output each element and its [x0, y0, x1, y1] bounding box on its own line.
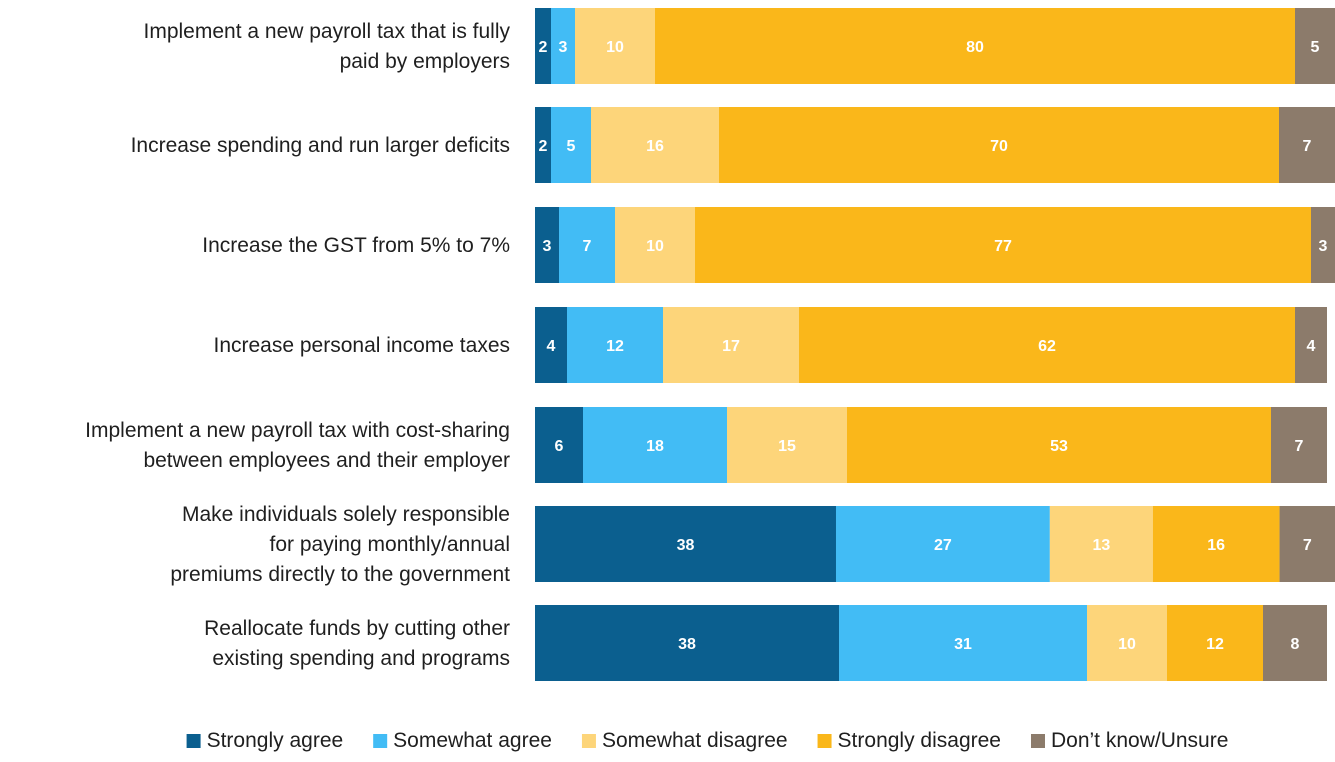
legend-item: Somewhat disagree: [581, 729, 788, 752]
data-label: 3: [543, 238, 552, 255]
data-label: 7: [1303, 138, 1312, 155]
category-label: Increase the GST from 5% to 7%: [202, 234, 510, 257]
bar-segment: [567, 307, 663, 383]
bar-segment: [535, 307, 567, 383]
data-label: 15: [778, 438, 796, 455]
category-label: Make individuals solely responsible for p…: [170, 503, 510, 586]
data-label: 3: [1319, 238, 1328, 255]
data-label: 70: [990, 138, 1008, 155]
bar-segment: [583, 407, 727, 483]
bar-segment: [1311, 207, 1335, 283]
data-label: 3: [559, 39, 568, 56]
legend-item: Strongly disagree: [817, 729, 1001, 752]
legend-swatch: [373, 734, 388, 748]
bar-segment: [1049, 506, 1153, 582]
data-label: 80: [966, 39, 984, 56]
data-label: 4: [1307, 338, 1316, 355]
data-label: 10: [646, 238, 664, 255]
category-label: Implement a new payroll tax that is full…: [144, 20, 511, 73]
data-label: 18: [646, 438, 664, 455]
bar-segment: [1087, 605, 1167, 681]
data-label: 5: [1311, 39, 1320, 56]
bar-segment: [559, 207, 615, 283]
legend-swatch: [1030, 734, 1045, 748]
bar-segment: [535, 605, 839, 681]
data-label: 7: [583, 238, 592, 255]
data-label: 27: [934, 537, 952, 554]
data-label: 16: [646, 138, 664, 155]
bar-segment: [535, 506, 836, 582]
data-label: 38: [678, 636, 696, 653]
bar-segment: [1167, 605, 1263, 681]
bar-segment: [655, 8, 1295, 84]
data-label: 17: [722, 338, 740, 355]
bar-segment: [551, 8, 575, 84]
data-label: 8: [1291, 636, 1300, 653]
data-label: 2: [539, 39, 548, 56]
bar-segment: [551, 107, 591, 183]
data-label: 13: [1092, 537, 1110, 554]
legend-item: Somewhat agree: [373, 729, 552, 752]
bar-segment: [1279, 107, 1335, 183]
legend-label: Strongly agree: [207, 729, 344, 752]
bar-segment: [615, 207, 695, 283]
legend-swatch: [581, 734, 596, 748]
data-label: 5: [567, 138, 576, 155]
bar-segment: [535, 107, 551, 183]
bar-segment: [1295, 8, 1335, 84]
data-label: 38: [677, 537, 695, 554]
data-label: 6: [555, 438, 564, 455]
bar-segment: [575, 8, 655, 84]
data-label: 7: [1295, 438, 1304, 455]
legend-item: Don’t know/Unsure: [1030, 729, 1228, 752]
data-label: 7: [1303, 537, 1312, 554]
legend: Strongly agree Somewhat agree Somewhat dis…: [186, 729, 1228, 752]
legend-label: Somewhat disagree: [602, 729, 788, 752]
legend-swatch: [186, 734, 201, 748]
data-label: 12: [606, 338, 624, 355]
legend-label: Somewhat agree: [393, 729, 552, 752]
bar-segment: [535, 8, 551, 84]
bar-segment: [839, 605, 1087, 681]
data-label: 4: [547, 338, 556, 355]
bar-segment: [799, 307, 1295, 383]
category-labels-layer: Implement a new payroll tax that is full…: [85, 20, 510, 670]
category-label: Implement a new payroll tax with cost-sh…: [85, 419, 510, 472]
legend-label: Don’t know/Unsure: [1051, 729, 1228, 752]
legend-swatch: [817, 734, 832, 748]
category-label: Increase spending and run larger deficit…: [131, 134, 510, 157]
category-label: Increase personal income taxes: [214, 334, 511, 357]
data-label: 10: [606, 39, 624, 56]
bar-segment: [847, 407, 1271, 483]
bar-segment: [1263, 605, 1327, 681]
data-label: 62: [1038, 338, 1056, 355]
bar-segment: [1152, 506, 1280, 582]
data-label: 12: [1206, 636, 1224, 653]
bar-segment: [727, 407, 847, 483]
data-label: 53: [1050, 438, 1068, 455]
data-label: 31: [954, 636, 972, 653]
bar-segment: [835, 506, 1050, 582]
bar-segment: [1271, 407, 1327, 483]
bar-segment: [719, 107, 1279, 183]
bar-segment: [535, 207, 559, 283]
bar-segment: [535, 407, 583, 483]
bar-segment: [591, 107, 719, 183]
data-label: 16: [1207, 537, 1225, 554]
data-label: 77: [994, 238, 1012, 255]
bar-segment: [695, 207, 1311, 283]
legend-item: Strongly agree: [186, 729, 344, 752]
bar-segment: [1295, 307, 1327, 383]
bar-segment: [663, 307, 799, 383]
category-label: Reallocate funds by cutting other existin…: [204, 617, 510, 670]
data-label: 2: [539, 138, 548, 155]
bar-segment: [1279, 506, 1335, 582]
bars-layer: 2 3 10 80 52 5 16 70 73 7 10 77 34 12 17 62 46 18 15 53 738 2…: [535, 8, 1335, 681]
legend-label: Strongly disagree: [838, 729, 1001, 752]
data-label: 10: [1118, 636, 1136, 653]
